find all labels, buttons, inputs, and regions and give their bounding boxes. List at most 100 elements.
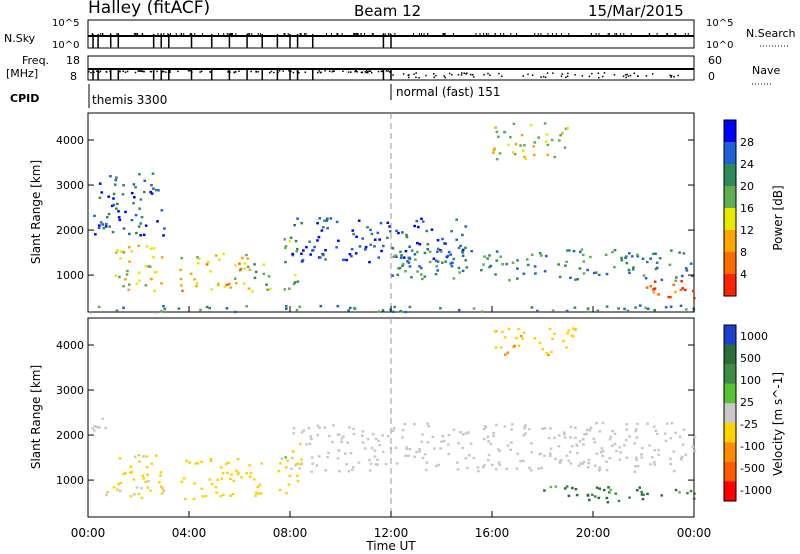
echo-cell (352, 427, 355, 431)
echo-cell (121, 193, 125, 196)
nave-dot (487, 72, 489, 75)
echo-cell (669, 295, 673, 299)
echo-cell (300, 431, 304, 434)
echo-cell (377, 310, 381, 313)
echo-cell (585, 432, 588, 436)
echo-cell (508, 278, 511, 282)
echo-cell (413, 422, 416, 426)
echo-cell (285, 491, 288, 495)
echo-cell (672, 283, 676, 287)
echo-cell (288, 287, 291, 290)
echo-cell (620, 256, 623, 260)
nave-dot (210, 71, 212, 73)
echo-cell (597, 496, 601, 500)
echo-cell (150, 192, 154, 195)
echo-cell (432, 257, 436, 260)
echo-cell (598, 430, 602, 433)
echo-cell (681, 443, 685, 446)
echo-cell (635, 436, 639, 439)
y-tick-label: 2000 (56, 224, 84, 237)
nave-dot (408, 76, 410, 79)
echo-cell (295, 247, 299, 251)
echo-cell (388, 230, 392, 233)
nave-dot (460, 72, 463, 74)
echo-cell (148, 265, 152, 268)
echo-cell (692, 497, 696, 500)
echo-cell (154, 310, 157, 314)
echo-cell (459, 244, 462, 248)
nave-dot (651, 73, 654, 75)
echo-cell (366, 226, 369, 229)
echo-cell (125, 273, 129, 276)
echo-cell (326, 217, 329, 220)
nave-dot (347, 71, 350, 73)
nave-dot (320, 71, 322, 74)
echo-cell (336, 304, 340, 308)
echo-cell (348, 426, 351, 429)
echo-cell (97, 305, 101, 309)
echo-cell (126, 269, 129, 273)
nave-dot (367, 71, 369, 74)
echo-cell (683, 288, 687, 292)
echo-cell (379, 221, 383, 225)
echo-cell (641, 257, 645, 260)
echo-cell (403, 422, 407, 426)
echo-cell (533, 337, 537, 340)
echo-cell (684, 453, 688, 456)
echo-cell (98, 182, 102, 185)
echo-cell (128, 232, 131, 236)
echo-cell (138, 279, 141, 282)
echo-cell (611, 250, 614, 254)
echo-cell (657, 448, 660, 452)
echo-cell (574, 328, 577, 332)
echo-cell (654, 267, 658, 271)
echo-cell (257, 492, 260, 495)
nave-dot (365, 71, 368, 74)
colorbar-swatch (724, 422, 736, 443)
echo-cell (522, 434, 526, 437)
echo-cell (523, 424, 527, 428)
colorbar-tick-label: 24 (740, 158, 754, 171)
echo-cell (284, 245, 288, 248)
echo-cell (512, 122, 516, 126)
nave-dot (88, 70, 90, 73)
nave-dot (235, 71, 237, 73)
echo-cell (243, 262, 246, 265)
echo-cell (669, 457, 672, 461)
echo-cell (595, 452, 599, 455)
echo-cell (317, 235, 321, 239)
echo-cell (113, 183, 117, 186)
echo-cell (348, 306, 352, 310)
echo-cell (386, 434, 390, 438)
echo-cell (483, 424, 487, 428)
echo-cell (361, 434, 364, 437)
echo-cell (426, 248, 430, 251)
echo-cell (605, 305, 609, 308)
echo-cell (421, 456, 425, 460)
echo-cell (660, 278, 664, 282)
echo-cell (284, 260, 287, 264)
echo-cell (122, 472, 125, 476)
echo-cell (640, 493, 644, 496)
echo-cell (135, 231, 138, 235)
echo-cell (427, 425, 431, 428)
echo-cell (351, 468, 354, 472)
echo-cell (490, 463, 494, 467)
nave-dot (402, 73, 405, 75)
echo-cell (476, 466, 480, 469)
echo-cell (236, 457, 240, 461)
echo-cell (452, 257, 456, 261)
echo-cell (692, 289, 695, 293)
echo-cell (357, 461, 361, 464)
echo-cell (341, 258, 345, 262)
echo-cell (520, 133, 524, 137)
echo-cell (540, 466, 544, 470)
echo-cell (332, 424, 335, 427)
echo-cell (373, 238, 377, 241)
y-tick-label: 3000 (56, 179, 84, 192)
echo-cell (391, 274, 395, 277)
echo-cell (689, 489, 693, 493)
echo-cell (269, 287, 272, 291)
echo-cell (628, 496, 631, 499)
echo-cell (628, 271, 631, 275)
